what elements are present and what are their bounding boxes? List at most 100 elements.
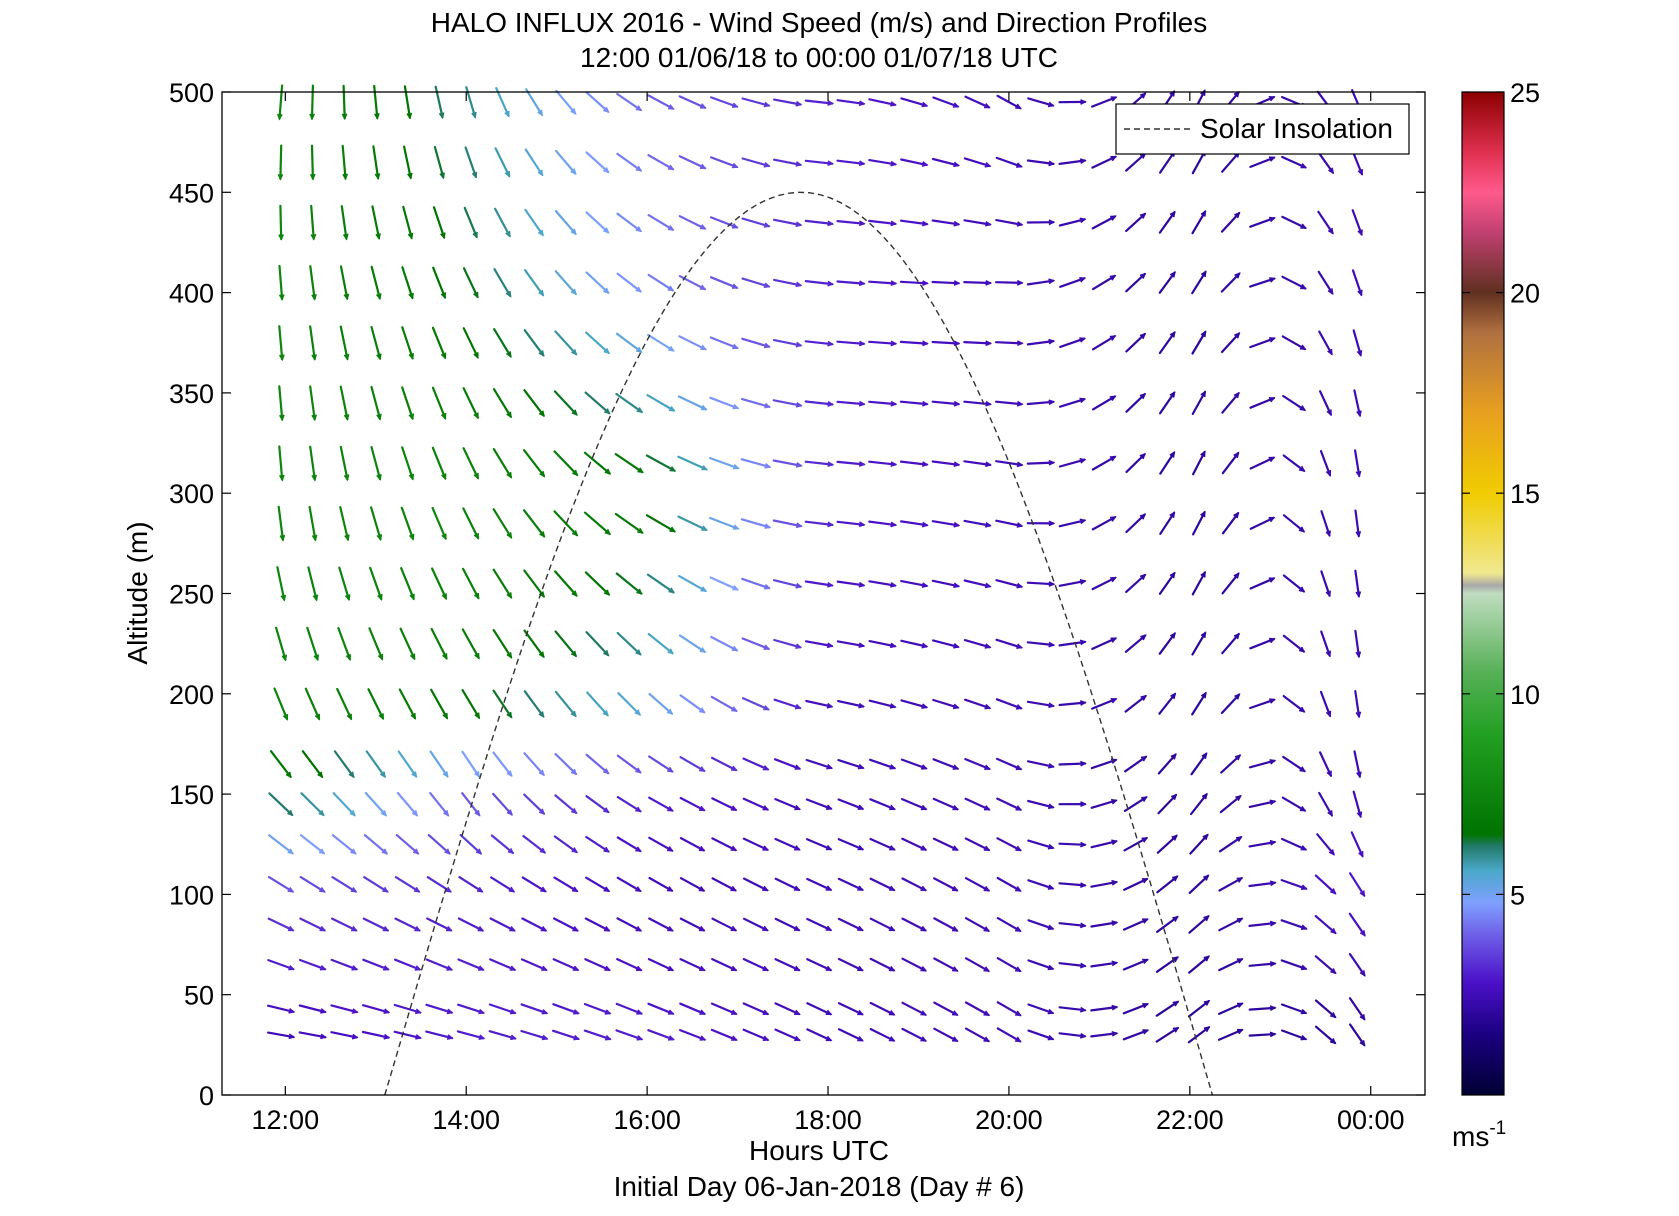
wind-arrow-head [276, 113, 283, 121]
wind-arrow-head [1200, 570, 1206, 578]
wind-arrow [1188, 874, 1210, 895]
wind-arrow-head [762, 965, 770, 971]
wind-arrow [679, 1002, 707, 1015]
wind-arrow-shaft [1090, 758, 1118, 770]
wind-arrow-head [318, 810, 325, 817]
wind-arrow [1353, 449, 1362, 478]
wind-arrow [995, 698, 1023, 710]
wind-arrow-shaft [709, 396, 739, 410]
wind-arrow-shaft [710, 635, 738, 652]
wind-arrow-head [440, 352, 447, 360]
wind-arrow [370, 506, 383, 541]
wind-arrow-head [984, 703, 992, 710]
wind-arrow-head [1300, 845, 1308, 851]
wind-arrow-head [1079, 579, 1087, 585]
wind-arrow [1316, 150, 1335, 175]
wind-arrow [1217, 1028, 1244, 1041]
wind-arrow [584, 917, 611, 932]
wind-arrow-shaft [310, 144, 314, 180]
wind-arrow-head [953, 340, 961, 347]
wind-arrow [964, 797, 991, 811]
wind-arrow-shaft [1249, 698, 1276, 710]
wind-arrow-shaft [488, 1003, 517, 1015]
wind-arrow-shaft [963, 281, 992, 285]
wind-arrow [615, 392, 644, 413]
wind-arrow-head [1202, 833, 1209, 841]
wind-arrow [273, 687, 289, 721]
wind-arrow-head [311, 474, 318, 482]
wind-arrow-head [348, 771, 355, 779]
wind-arrow-head [1235, 836, 1243, 842]
wind-arrow-head [538, 651, 545, 659]
wind-arrow [401, 326, 414, 360]
wind-arrow [339, 506, 350, 542]
wind-arrow [521, 917, 548, 932]
wind-arrow-shaft [586, 691, 609, 717]
wind-arrow [963, 698, 992, 710]
wind-arrow-head [794, 965, 801, 971]
wind-arrow-shaft [933, 1027, 959, 1043]
x-tick-label: 22:00 [1156, 1105, 1224, 1135]
wind-arrow-head [541, 1009, 549, 1015]
wind-arrow [1249, 337, 1276, 349]
wind-arrow [1354, 509, 1362, 538]
wind-arrow-shaft [1314, 955, 1337, 975]
wind-arrow [430, 688, 449, 720]
wind-arrow [773, 638, 803, 649]
wind-arrow-head [1329, 1012, 1337, 1019]
wind-arrow-head [572, 469, 579, 477]
wind-arrow-head [1172, 915, 1179, 922]
wind-arrow [1125, 392, 1147, 413]
wind-arrow [1281, 215, 1307, 229]
wind-arrow-shaft [585, 151, 610, 174]
wind-arrow-head [442, 712, 448, 720]
wind-arrow-shaft [523, 752, 545, 776]
wind-arrow-head [1139, 212, 1147, 219]
wind-arrow-shaft [361, 1030, 390, 1039]
wind-arrow [1318, 751, 1333, 778]
wind-arrow-head [890, 582, 897, 588]
wind-arrow-shaft [710, 1002, 738, 1016]
wind-arrow-head [983, 102, 991, 109]
wind-arrow [362, 958, 390, 971]
wind-arrow [1090, 1030, 1119, 1038]
wind-arrow-head [857, 804, 865, 810]
wind-arrow [1191, 510, 1206, 536]
wind-arrow-head [383, 1033, 391, 1040]
wind-arrow-head [440, 413, 447, 420]
wind-arrow-head [473, 592, 480, 600]
wind-arrow [1350, 831, 1364, 858]
wind-arrow-head [762, 1035, 770, 1041]
wind-arrow-shaft [837, 758, 865, 770]
wind-arrow [1282, 694, 1306, 713]
wind-arrow-head [603, 807, 610, 814]
wind-arrow [647, 632, 674, 655]
wind-arrow [1026, 459, 1056, 466]
colorbar-tick-label: 5 [1510, 880, 1525, 910]
wind-arrow [1125, 573, 1147, 594]
wind-arrow-head [446, 965, 454, 971]
wind-arrow-head [1080, 841, 1087, 848]
wind-arrow-head [1327, 348, 1333, 356]
wind-arrow-head [763, 342, 771, 349]
wind-arrow-shaft [523, 629, 545, 658]
wind-arrow-head [1142, 1003, 1150, 1009]
wind-arrow-shaft [1352, 790, 1362, 818]
wind-arrow [806, 917, 833, 932]
wind-arrow [309, 265, 317, 301]
wind-arrow-shaft [457, 917, 484, 932]
wind-arrow-head [538, 769, 545, 777]
wind-arrow-shaft [868, 159, 897, 166]
wind-arrow-shaft [368, 627, 384, 661]
wind-arrow [1282, 454, 1306, 472]
wind-arrow-shaft [1316, 833, 1335, 856]
wind-arrow-head [953, 461, 961, 468]
wind-arrow-head [795, 401, 803, 408]
wind-arrow-shaft [1155, 1026, 1179, 1043]
wind-arrow-shaft [899, 460, 929, 466]
wind-arrow-head [732, 585, 739, 591]
x-tick-label: 14:00 [432, 1105, 500, 1135]
wind-arrow [488, 1003, 517, 1015]
wind-arrow-head [571, 886, 579, 893]
wind-arrow-shaft [1318, 751, 1333, 777]
